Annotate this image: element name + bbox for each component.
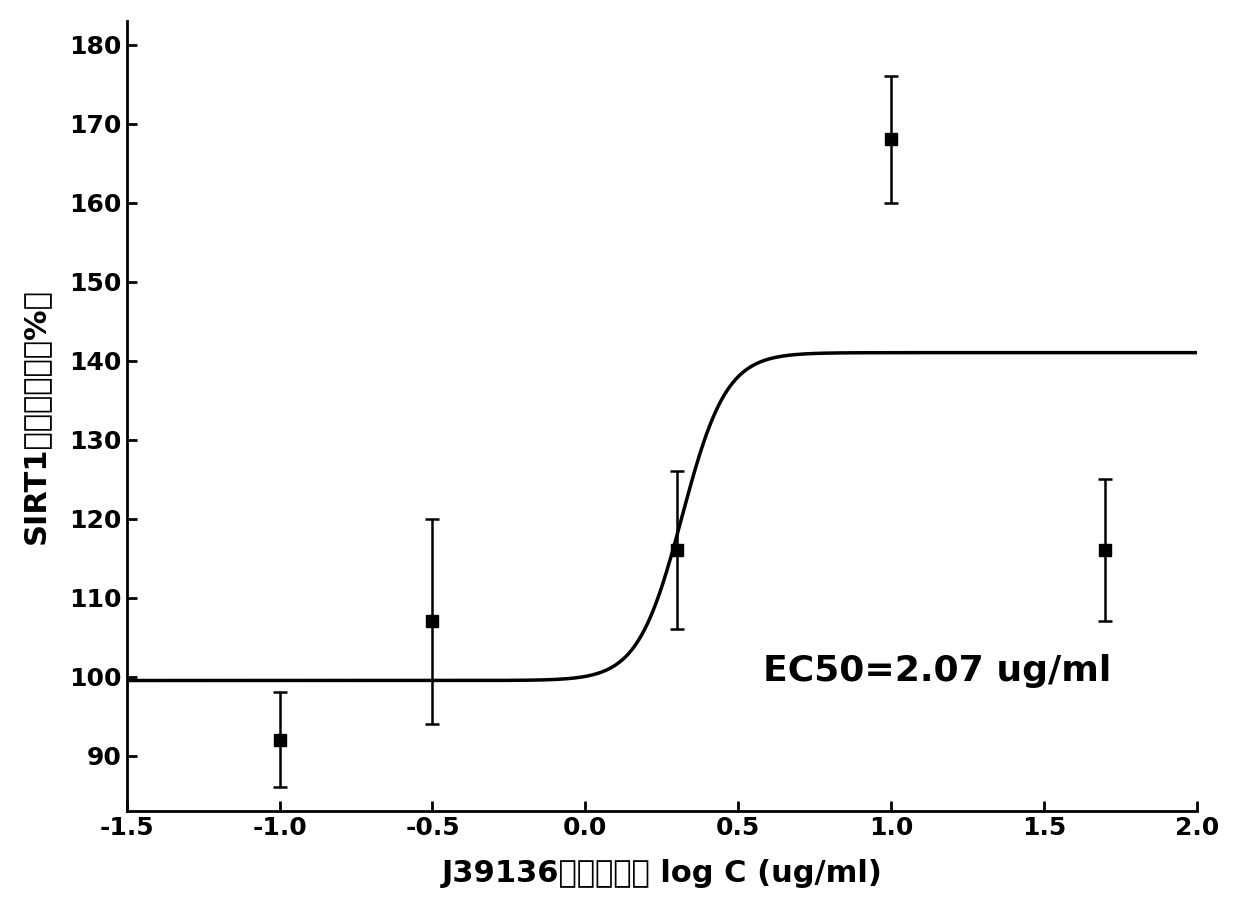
Y-axis label: SIRT1上调百分率（%）: SIRT1上调百分率（%） [21, 288, 50, 544]
Text: EC50=2.07 ug/ml: EC50=2.07 ug/ml [763, 654, 1111, 687]
X-axis label: J39136的浓度对数 log C (ug/ml): J39136的浓度对数 log C (ug/ml) [441, 859, 883, 888]
